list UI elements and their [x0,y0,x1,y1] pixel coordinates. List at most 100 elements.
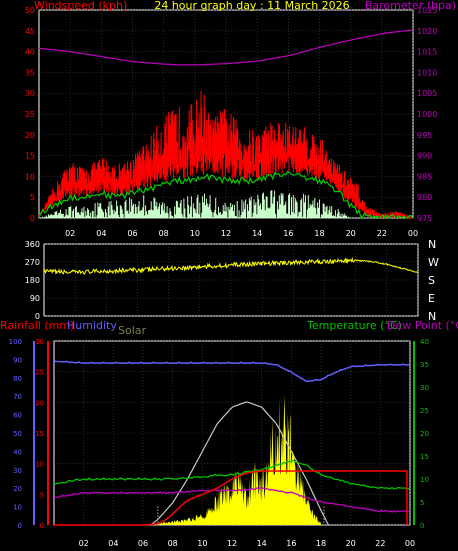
barometer-tick-label: 1015 [417,48,437,57]
wind-tick-label: 20 [25,131,35,140]
x-tick-label: 00 [405,539,415,548]
humidity-series [53,359,410,383]
temperature-tick-label: 5 [420,499,424,507]
x-tick-label: 12 [227,539,237,548]
wind-tick-label: 15 [25,152,35,161]
wind-tick-label: 30 [25,89,35,98]
humidity-y-axis: 0 10 20 30 40 50 60 70 80 90 100 [9,338,35,530]
wind-y-axis: 0 5 10 15 20 25 30 35 40 45 50 [25,6,35,223]
x-tick-label: 08 [168,539,178,548]
humidity-tick-label: 90 [13,356,22,364]
graph-title: 24 hour graph day : 11 March 2026 [154,0,349,12]
temperature-tick-label: 10 [420,476,429,484]
x-tick-label: 10 [190,229,200,238]
wind-tick-label: 25 [25,110,35,119]
barometer-tick-label: 985 [417,172,432,181]
barometer-axis-title: Barometer (hpa) [365,0,456,12]
compass-label: W [428,256,439,269]
rain-tick-label: 0 [40,522,44,530]
x-tick-label: 06 [138,539,148,548]
x-tick-label: 20 [346,539,356,548]
rain-tick-label: 20 [35,399,44,407]
temperature-y-axis: 0 5 10 15 20 25 30 35 40 [413,338,429,530]
x-tick-label: 02 [65,229,75,238]
wind-gust-series [38,90,414,220]
rain-temp-x-axis: 02 04 06 08 10 12 14 16 18 20 22 00 [79,539,416,548]
dewpoint-series [53,487,411,513]
x-tick-label: 18 [316,539,326,548]
wind-tick-label: 40 [25,48,35,57]
wind-tick-label: 5 [30,193,35,202]
x-tick-label: 08 [159,229,169,238]
x-tick-label: 16 [286,539,296,548]
humidity-tick-label: 60 [13,412,22,420]
temperature-axis-title: Temperature (°C) [306,319,402,332]
rain-tick-label: 30 [35,338,44,346]
windspeed-axis-title: Windspeed (kph) [34,0,127,12]
x-tick-label: 16 [283,229,293,238]
temperature-tick-label: 0 [420,522,424,530]
barometer-tick-label: 980 [417,193,432,202]
direction-grid [44,243,419,317]
solar-series [157,394,321,525]
solar-max-series [150,401,329,526]
humidity-tick-label: 40 [13,448,22,456]
rain-tick-label: 25 [35,369,44,377]
temperature-tick-label: 15 [420,453,429,461]
rain-tick-label: 5 [40,491,44,499]
temperature-tick-label: 30 [420,384,429,392]
x-tick-label: 02 [79,539,89,548]
wind-min-series [39,190,351,218]
compass-label: E [428,292,435,305]
compass-label: N [428,310,436,323]
x-tick-label: 20 [346,229,356,238]
wind-series [38,29,414,220]
x-tick-label: 22 [377,229,387,238]
humidity-tick-label: 50 [13,430,22,438]
temperature-tick-label: 40 [420,338,429,346]
direction-tick-label: 180 [25,276,40,285]
solar-axis-title: Solar [118,324,147,337]
direction-tick-label: 270 [25,258,40,267]
x-tick-label: 10 [197,539,207,548]
rain-tick-label: 15 [35,430,44,438]
direction-y-axis: 0 90 180 270 360 [25,240,40,321]
barometer-series [38,29,414,66]
barometer-tick-label: 1020 [417,27,437,36]
temperature-tick-label: 20 [420,430,429,438]
compass-label: S [428,274,435,287]
barometer-tick-label: 1010 [417,68,437,77]
direction-tick-label: 90 [30,294,40,303]
compass-label: N [428,238,436,251]
humidity-tick-label: 100 [9,338,22,346]
rainfall-axis-title: Rainfall (mm) [0,319,74,332]
barometer-tick-label: 1000 [417,110,437,119]
barometer-tick-label: 975 [417,214,432,223]
humidity-axis-title: Humidity [67,319,117,332]
rainfall-series [54,470,408,526]
x-tick-label: 04 [96,229,106,238]
rain-temp-panel: 0 10 20 30 40 50 60 70 80 90 100 0 5 10 15 20 25 30 0 5 10… [0,319,458,548]
humidity-tick-label: 20 [13,485,22,493]
barometer-tick-label: 1005 [417,89,437,98]
wind-tick-label: 35 [25,68,35,77]
humidity-tick-label: 30 [13,467,22,475]
wind-direction-series [43,256,419,276]
direction-series [43,256,419,276]
x-tick-label: 14 [252,229,262,238]
direction-tick-label: 360 [25,240,40,249]
x-tick-label: 00 [408,229,418,238]
humidity-tick-label: 10 [13,504,22,512]
rain-temp-series [53,359,411,526]
barometer-tick-label: 990 [417,152,432,161]
wind-tick-label: 0 [30,214,35,223]
x-tick-label: 18 [314,229,324,238]
x-tick-label: 12 [221,229,231,238]
humidity-tick-label: 0 [18,522,22,530]
wind-tick-label: 45 [25,27,35,36]
humidity-tick-label: 80 [13,375,22,383]
x-tick-label: 04 [108,539,118,548]
